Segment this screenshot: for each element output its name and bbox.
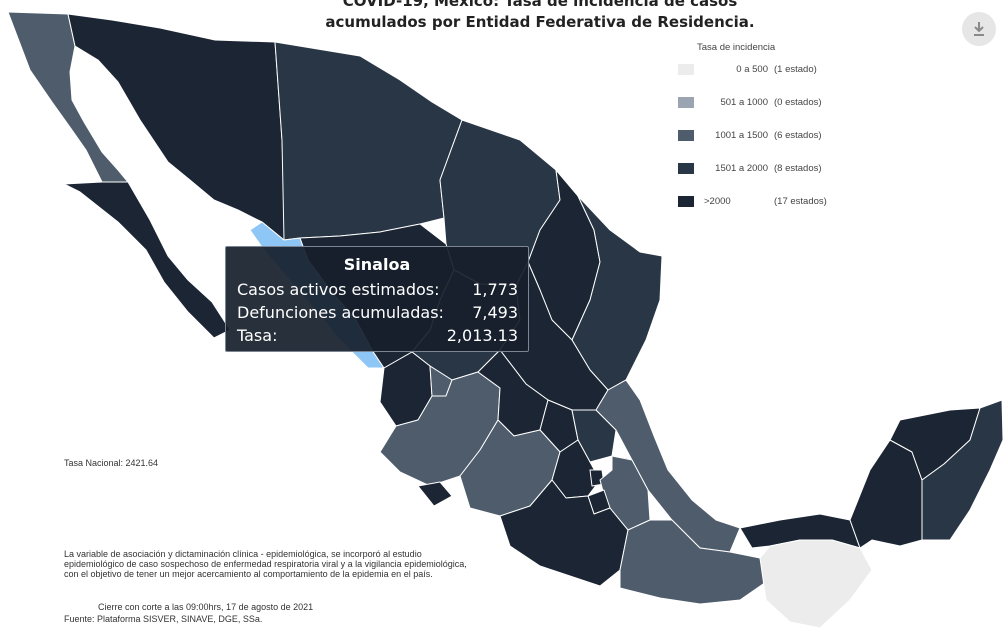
note-line: con el objetivo de tener un mejor acerca… [64, 569, 433, 579]
chart-title: COVID-19, México: Tasa de incidencia de … [300, 0, 780, 33]
legend-range: >2000 [704, 195, 731, 207]
legend-item[interactable]: 1001 a 1500 (6 estados) [678, 129, 822, 141]
note-line: epidemiológico de caso sospechoso de enf… [64, 559, 467, 569]
legend-count: (1 estado) [774, 63, 817, 75]
state-tooltip: Sinaloa Casos activos estimados: 1,773 D… [225, 246, 529, 352]
national-rate: Tasa Nacional: 2421.64 [64, 458, 159, 468]
state-guerrero[interactable] [499, 479, 629, 587]
state-sonora[interactable] [67, 13, 285, 241]
legend-count: (0 estados) [774, 96, 822, 108]
legend-item[interactable]: 501 a 1000 (0 estados) [678, 96, 822, 108]
legend-range: 501 a 1000 [720, 96, 768, 108]
legend-count: (17 estados) [774, 195, 827, 207]
state-chiapas[interactable] [759, 539, 873, 629]
note-line: La variable de asociación y dictaminació… [64, 549, 422, 559]
legend-swatch [678, 63, 694, 75]
tooltip-row: Defunciones acumuladas: 7,493 [237, 303, 518, 322]
source-note: Fuente: Plataforma SISVER, SINAVE, DGE, … [64, 614, 263, 624]
tooltip-value: 1,773 [472, 280, 518, 299]
tooltip-label: Casos activos estimados: [237, 280, 440, 299]
title-line-1: COVID-19, México: Tasa de incidencia de … [342, 0, 738, 10]
tooltip-value: 7,493 [472, 303, 518, 322]
state-baja-california-sur[interactable] [63, 181, 231, 339]
state-chihuahua[interactable] [274, 41, 463, 241]
legend-item[interactable]: >2000 (17 estados) [678, 195, 827, 207]
state-baja-california[interactable] [7, 11, 129, 183]
legend-range: 1001 a 1500 [715, 129, 768, 141]
legend-range: 1501 a 2000 [715, 162, 768, 174]
cutoff-date: Cierre con corte a las 09:00hrs, 17 de a… [98, 602, 314, 612]
legend-swatch [678, 162, 694, 174]
legend-count: (8 estados) [774, 162, 822, 174]
tooltip-state-name: Sinaloa [343, 255, 411, 274]
legend-item[interactable]: 1501 a 2000 (8 estados) [678, 162, 822, 174]
tooltip-row: Tasa: 2,013.13 [237, 326, 518, 345]
tooltip-row: Casos activos estimados: 1,773 [237, 280, 518, 299]
legend-swatch [678, 129, 694, 141]
tooltip-label: Defunciones acumuladas: [237, 303, 444, 322]
legend-item[interactable]: 0 a 500 (1 estado) [678, 63, 817, 75]
legend-swatch [678, 195, 694, 207]
legend-title: Tasa de incidencia [697, 42, 776, 53]
tooltip-label: Tasa: [237, 326, 278, 345]
legend-count: (6 estados) [774, 129, 822, 141]
legend-swatch [678, 96, 694, 108]
state-veracruz[interactable] [595, 379, 741, 553]
legend-range: 0 a 500 [736, 63, 768, 75]
state-campeche[interactable] [849, 439, 923, 549]
tooltip-value: 2,013.13 [446, 326, 518, 345]
download-arrow-icon [974, 22, 984, 36]
title-line-2: acumulados por Entidad Federativa de Res… [325, 13, 755, 31]
methodology-note: La variable de asociación y dictaminació… [64, 549, 467, 579]
state-colima[interactable] [417, 481, 453, 507]
download-button[interactable] [962, 12, 996, 46]
